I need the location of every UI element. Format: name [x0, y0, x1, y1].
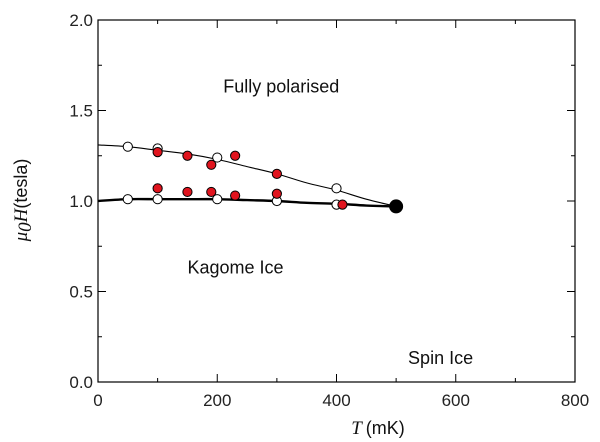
- red-circle-point: [230, 150, 241, 161]
- x-tick-label: 800: [561, 391, 589, 410]
- open-circle-point: [331, 183, 342, 194]
- open-circle-point: [122, 141, 133, 152]
- y-tick-label: 0.5: [69, 283, 93, 302]
- y-tick-label: 2.0: [69, 11, 93, 30]
- x-axis-label-unit: (mK): [366, 418, 405, 438]
- labels: Fully polarised Kagome Ice Spin Ice: [187, 76, 473, 368]
- x-axis-label-symbol: T: [351, 418, 363, 439]
- x-tick-label: 200: [203, 391, 231, 410]
- open-circle-point: [212, 194, 223, 205]
- red-circle-point: [206, 159, 217, 170]
- red-circle-point: [337, 199, 348, 210]
- y-tick-label: 1.0: [69, 192, 93, 211]
- region-label-spin-ice: Spin Ice: [408, 348, 473, 368]
- upper-boundary-line: [97, 144, 397, 207]
- red-circle-point: [152, 183, 163, 194]
- y-axis-label-subscript: 0: [15, 222, 36, 232]
- red-circle-point: [230, 190, 241, 201]
- open-circle-point: [212, 152, 223, 163]
- x-axis-label: T (mK): [351, 418, 405, 439]
- lower-boundary-line: [97, 197, 397, 208]
- x-tick-label: 600: [442, 391, 470, 410]
- open-circle-point: [122, 194, 133, 205]
- endpoint-marker: [389, 199, 404, 214]
- y-axis-label-symbol-2: H: [11, 207, 32, 223]
- axes: 0 200 400 600 800 0.0 0.5 1.0 1.5 2.0: [69, 11, 589, 410]
- red-circle-point: [206, 186, 217, 198]
- y-axis-label-symbol: μ: [11, 232, 32, 243]
- x-tick-label: 0: [93, 391, 102, 410]
- x-tick-label: 400: [322, 391, 350, 410]
- region-label-fully-polarised: Fully polarised: [223, 76, 339, 96]
- open-circle-point: [152, 194, 163, 205]
- region-label-kagome-ice: Kagome Ice: [187, 257, 283, 277]
- red-circle-point: [182, 186, 193, 198]
- y-axis-label: μ0H(tesla): [11, 159, 36, 243]
- red-circle-point: [271, 168, 282, 179]
- red-circle-point: [271, 188, 282, 199]
- y-tick-label: 0.0: [69, 373, 93, 392]
- red-circle-point: [182, 150, 193, 161]
- boundary-lines: [97, 144, 397, 208]
- y-axis-label-unit: (tesla): [11, 159, 31, 209]
- red-circle-point: [152, 147, 163, 158]
- y-tick-label: 1.5: [69, 102, 93, 121]
- data-points: [122, 141, 404, 214]
